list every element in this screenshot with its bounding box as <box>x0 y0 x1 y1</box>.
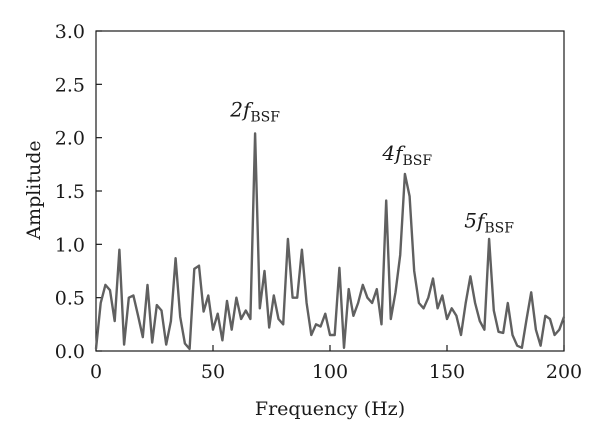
peak-label-subscript: BSF <box>484 220 514 236</box>
y-tick-label: 2.0 <box>55 128 85 150</box>
x-axis: 0 50 100 150 200 <box>90 345 582 383</box>
y-tick-label: 2.5 <box>55 74 85 96</box>
peak-label: 5fBSF <box>464 208 514 236</box>
x-tick-label: 100 <box>312 361 348 383</box>
series-layer <box>94 132 566 351</box>
y-axis: 0.0 0.5 1.0 1.5 2.0 2.5 3.0 <box>55 21 102 363</box>
y-tick-label: 3.0 <box>55 21 85 43</box>
y-tick-label: 1.5 <box>55 181 85 203</box>
x-axis-title: Frequency (Hz) <box>255 398 405 420</box>
y-tick-label: 1.0 <box>55 234 85 256</box>
peak-label: 2fBSF <box>229 97 280 125</box>
x-tick-label: 0 <box>90 361 102 383</box>
peak-label: 4fBSF <box>381 141 432 169</box>
peak-label-main: 4f <box>381 141 406 165</box>
peak-label-subscript: BSF <box>402 153 432 169</box>
peak-label-subscript: BSF <box>250 109 280 125</box>
x-tick-label: 50 <box>201 361 225 383</box>
peak-label-main: 5f <box>464 208 488 232</box>
x-tick-label: 150 <box>429 361 465 383</box>
y-tick-label: 0.0 <box>55 341 85 363</box>
series-line <box>94 132 566 351</box>
y-tick-label: 0.5 <box>55 288 85 310</box>
x-tick-label: 200 <box>546 361 582 383</box>
peak-label-main: 2f <box>229 97 254 121</box>
y-axis-title: Amplitude <box>23 140 45 240</box>
